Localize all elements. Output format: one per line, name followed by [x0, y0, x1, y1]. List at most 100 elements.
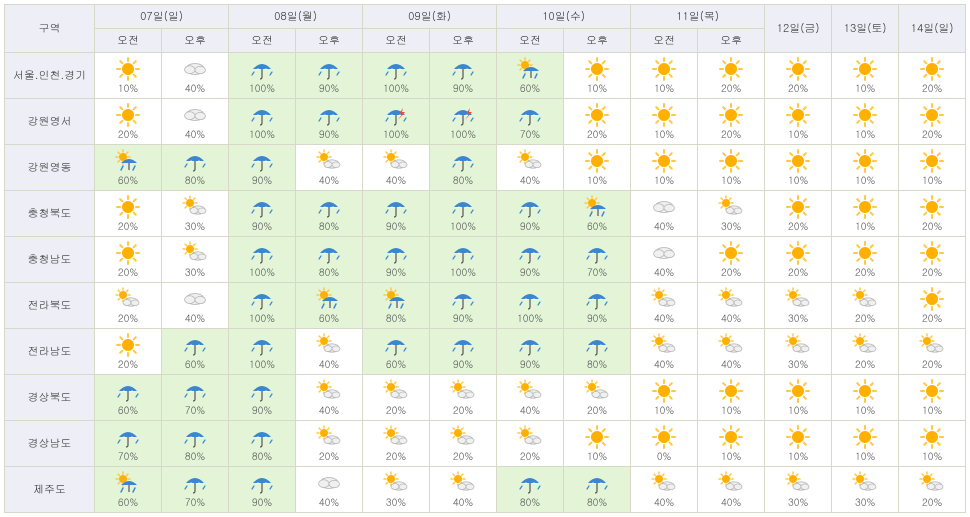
forecast-cell: 40% [631, 329, 698, 375]
header-subday: 오후 [162, 29, 229, 53]
sunny-icon [698, 378, 764, 404]
table-row: 충청북도 20% 30% 90% 80% 90% [5, 191, 966, 237]
partly-cloudy-icon [698, 332, 764, 358]
partly-cloudy-icon [430, 378, 496, 404]
partly-cloudy-icon [430, 470, 496, 496]
precip-percent: 90% [497, 220, 563, 234]
rain-icon [564, 240, 630, 266]
precip-percent: 10% [832, 404, 898, 418]
forecast-cell: 30% [832, 467, 899, 513]
partly-cloudy-icon [497, 148, 563, 174]
forecast-cell: 100% [430, 237, 497, 283]
precip-percent: 80% [162, 450, 228, 464]
forecast-cell: 10% [832, 53, 899, 99]
forecast-cell: 10% [564, 145, 631, 191]
precip-percent: 40% [296, 174, 362, 188]
forecast-cell: 100% [430, 191, 497, 237]
rain-icon [162, 148, 228, 174]
table-header: 구역07일(일)08일(월)09일(화)10일(수)11일(목)12일(금)13… [5, 5, 966, 53]
precip-percent: 60% [363, 358, 429, 372]
partly-cloudy-icon [832, 470, 898, 496]
sunny-icon [95, 56, 161, 82]
precip-percent: 60% [564, 220, 630, 234]
forecast-cell: 10% [899, 145, 966, 191]
rain-sun-icon [564, 194, 630, 220]
forecast-cell: 40% [296, 375, 363, 421]
rain-icon [497, 332, 563, 358]
rain-icon [363, 56, 429, 82]
partly-cloudy-icon [497, 378, 563, 404]
precip-percent: 10% [564, 450, 630, 464]
precip-percent: 40% [631, 312, 697, 326]
forecast-cell: 20% [95, 191, 162, 237]
rain-icon [162, 378, 228, 404]
forecast-cell: 100% [363, 53, 430, 99]
weather-table: 구역07일(일)08일(월)09일(화)10일(수)11일(목)12일(금)13… [4, 4, 966, 513]
rain-icon [497, 102, 563, 128]
precip-percent: 10% [564, 82, 630, 96]
forecast-cell: 40% [296, 467, 363, 513]
forecast-cell: 20% [899, 191, 966, 237]
rain-icon [229, 102, 295, 128]
rain-icon [430, 240, 496, 266]
precip-percent: 30% [162, 220, 228, 234]
partly-cloudy-icon [363, 470, 429, 496]
precip-percent: 0% [631, 450, 697, 464]
region-name: 서울.인천.경기 [5, 53, 95, 99]
sunny-icon [832, 194, 898, 220]
sunny-icon [631, 424, 697, 450]
precip-percent: 10% [899, 404, 965, 418]
precip-percent: 100% [363, 128, 429, 142]
forecast-cell: 10% [631, 375, 698, 421]
rain-icon [363, 240, 429, 266]
forecast-cell: 20% [698, 99, 765, 145]
forecast-cell: 60% [564, 191, 631, 237]
precip-percent: 90% [430, 82, 496, 96]
forecast-cell: 40% [162, 283, 229, 329]
precip-percent: 100% [430, 266, 496, 280]
precip-percent: 70% [564, 266, 630, 280]
precip-percent: 20% [363, 450, 429, 464]
precip-percent: 10% [95, 82, 161, 96]
forecast-cell: 20% [899, 329, 966, 375]
sunny-icon [631, 378, 697, 404]
forecast-cell: 10% [765, 99, 832, 145]
forecast-cell: 10% [631, 145, 698, 191]
precip-percent: 10% [765, 174, 831, 188]
header-day: 14일(일) [899, 5, 966, 53]
header-subday: 오후 [564, 29, 631, 53]
forecast-cell: 60% [363, 329, 430, 375]
header-subday: 오후 [296, 29, 363, 53]
region-name: 경상남도 [5, 421, 95, 467]
precip-percent: 20% [95, 358, 161, 372]
precip-percent: 40% [698, 358, 764, 372]
precip-percent: 40% [497, 174, 563, 188]
precip-percent: 10% [832, 174, 898, 188]
partly-cloudy-icon [296, 148, 362, 174]
forecast-cell: 80% [162, 145, 229, 191]
forecast-cell: 30% [162, 237, 229, 283]
forecast-cell: 100% [229, 53, 296, 99]
sunny-icon [765, 194, 831, 220]
sunny-icon [765, 56, 831, 82]
sunny-icon [95, 332, 161, 358]
precip-percent: 20% [95, 220, 161, 234]
forecast-cell: 60% [95, 375, 162, 421]
forecast-cell: 40% [631, 191, 698, 237]
header-day: 07일(일) [95, 5, 229, 29]
region-name: 강원영동 [5, 145, 95, 191]
precip-percent: 20% [899, 266, 965, 280]
sunny-icon [564, 56, 630, 82]
table-row: 충청남도 20% 30% 100% 80% 90% [5, 237, 966, 283]
rain-icon [363, 332, 429, 358]
forecast-cell: 90% [363, 237, 430, 283]
precip-percent: 20% [899, 220, 965, 234]
forecast-cell: 100% [229, 99, 296, 145]
table-row: 경상남도 70% 80% 80% 20% 20% [5, 421, 966, 467]
forecast-cell: 80% [497, 467, 564, 513]
precip-percent: 60% [162, 358, 228, 372]
partly-cloudy-icon [698, 194, 764, 220]
rain-icon [229, 470, 295, 496]
forecast-cell: 30% [363, 467, 430, 513]
precip-percent: 80% [229, 450, 295, 464]
